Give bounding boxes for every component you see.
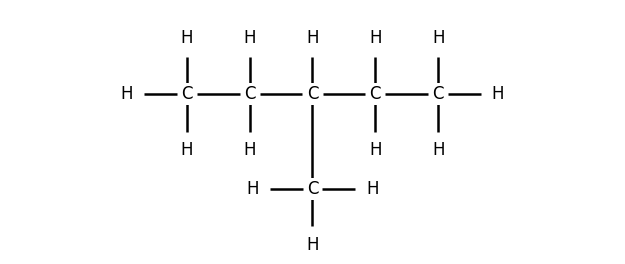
Text: H: H [306,29,319,47]
Text: H: H [492,85,504,103]
Text: H: H [243,29,256,47]
Text: H: H [247,180,259,197]
Text: H: H [243,142,256,159]
Text: C: C [244,85,256,103]
Text: C: C [181,85,192,103]
Text: C: C [432,85,444,103]
Text: H: H [121,85,133,103]
Text: H: H [181,29,193,47]
Text: H: H [369,29,382,47]
Text: H: H [369,142,382,159]
Text: H: H [181,142,193,159]
Text: H: H [432,29,444,47]
Text: H: H [306,236,319,254]
Text: C: C [307,85,318,103]
Text: C: C [369,85,381,103]
Text: H: H [432,142,444,159]
Text: C: C [307,180,318,197]
Text: H: H [366,180,378,197]
